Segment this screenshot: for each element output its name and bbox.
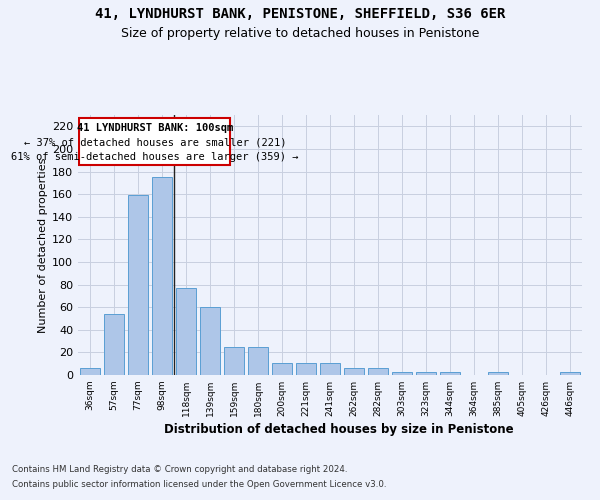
Bar — [80, 368, 100, 375]
Bar — [440, 372, 460, 375]
Y-axis label: Number of detached properties: Number of detached properties — [38, 158, 48, 332]
Bar — [128, 196, 148, 375]
Text: Distribution of detached houses by size in Penistone: Distribution of detached houses by size … — [164, 422, 514, 436]
FancyBboxPatch shape — [79, 118, 230, 164]
Bar — [392, 372, 412, 375]
Bar — [104, 314, 124, 375]
Text: Size of property relative to detached houses in Penistone: Size of property relative to detached ho… — [121, 28, 479, 40]
Bar — [176, 288, 196, 375]
Text: 41 LYNDHURST BANK: 100sqm: 41 LYNDHURST BANK: 100sqm — [77, 123, 233, 133]
Text: ← 37% of detached houses are smaller (221): ← 37% of detached houses are smaller (22… — [23, 138, 286, 147]
Text: 41, LYNDHURST BANK, PENISTONE, SHEFFIELD, S36 6ER: 41, LYNDHURST BANK, PENISTONE, SHEFFIELD… — [95, 8, 505, 22]
Bar — [248, 346, 268, 375]
Bar — [416, 372, 436, 375]
Text: Contains HM Land Registry data © Crown copyright and database right 2024.: Contains HM Land Registry data © Crown c… — [12, 465, 347, 474]
Bar — [320, 362, 340, 375]
Bar — [368, 368, 388, 375]
Bar — [344, 368, 364, 375]
Bar — [200, 307, 220, 375]
Bar — [560, 372, 580, 375]
Bar — [272, 362, 292, 375]
Bar — [152, 177, 172, 375]
Bar — [488, 372, 508, 375]
Bar — [296, 362, 316, 375]
Text: Contains public sector information licensed under the Open Government Licence v3: Contains public sector information licen… — [12, 480, 386, 489]
Bar — [224, 346, 244, 375]
Text: 61% of semi-detached houses are larger (359) →: 61% of semi-detached houses are larger (… — [11, 152, 299, 162]
